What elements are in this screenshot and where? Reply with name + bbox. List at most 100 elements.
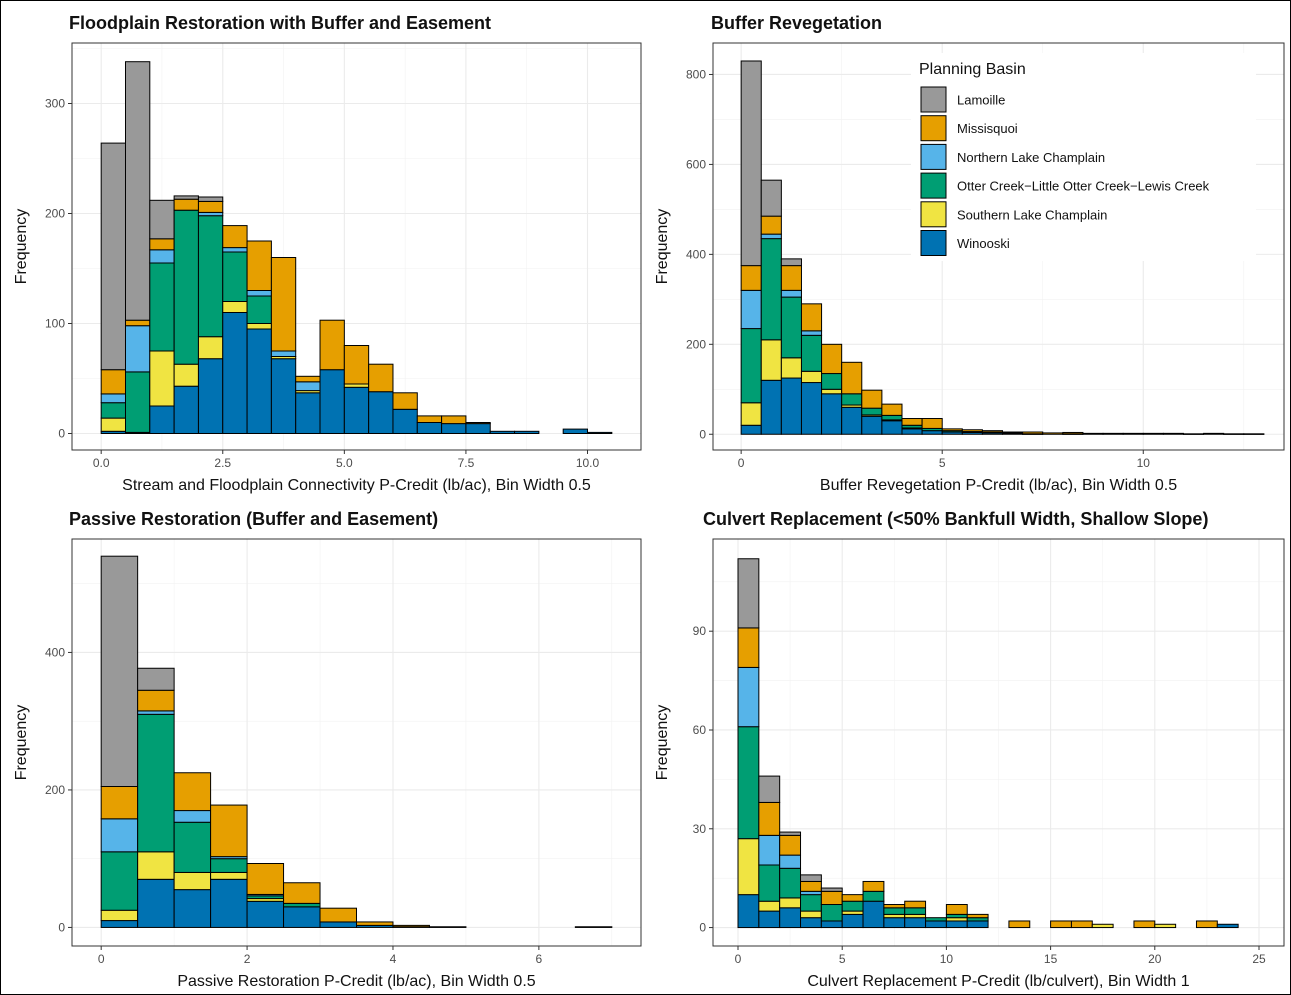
bar-segment-missisquoi <box>100 369 126 395</box>
bar-segment-winooski <box>574 926 613 928</box>
bar-segment-northern-lake-champlain <box>100 818 139 853</box>
legend-label: Lamoille <box>957 93 1005 108</box>
bar-segment-northern-lake-champlain <box>173 810 212 823</box>
bar-segment-missisquoi <box>881 403 903 416</box>
bar-segment-missisquoi <box>368 363 394 393</box>
y-tick-label: 90 <box>693 624 707 638</box>
y-axis-title: Frequency <box>654 705 671 781</box>
bar-segment-missisquoi <box>821 343 843 375</box>
legend-key-southern-lake-champlain <box>920 201 947 228</box>
bar-segment-southern-lake-champlain <box>246 323 272 330</box>
bar-segment-winooski <box>489 430 516 434</box>
bar-segment-otter-creek-little-otter-creek-lewis-creek <box>149 262 175 352</box>
bar-segment-winooski <box>428 926 467 928</box>
bar-segment-missisquoi <box>416 415 443 423</box>
bar-segment-lamoille <box>740 60 762 267</box>
bar-segment-otter-creek-little-otter-creek-lewis-creek <box>197 215 224 338</box>
bar-segment-missisquoi <box>343 345 370 385</box>
bar-segment-winooski <box>945 920 968 929</box>
panel-border <box>712 538 1285 947</box>
x-tick-label: 6 <box>536 952 543 966</box>
legend-label: Southern Lake Champlain <box>957 207 1107 222</box>
legend-label: Missisquoi <box>957 121 1018 136</box>
bar-segment-otter-creek-little-otter-creek-lewis-creek <box>246 295 272 324</box>
bar-segment-northern-lake-champlain <box>124 325 151 373</box>
bar-segment-missisquoi <box>1082 432 1104 435</box>
bar-segment-otter-creek-little-otter-creek-lewis-creek <box>883 907 906 915</box>
bar-segment-winooski <box>921 430 943 435</box>
legend-key-lamoille <box>920 86 947 113</box>
x-axis-title: Passive Restoration P-Credit (lb/ac), Bi… <box>177 973 535 990</box>
y-tick-label: 30 <box>693 822 707 836</box>
bar-segment-missisquoi <box>1008 920 1031 929</box>
bar-segment-missisquoi <box>1022 431 1044 435</box>
panel-title: Culvert Replacement (<50% Bankfull Width… <box>703 509 1208 529</box>
y-tick-label: 200 <box>45 783 65 797</box>
bar-segment-missisquoi <box>100 786 139 820</box>
bar-segment-missisquoi <box>270 257 297 352</box>
bar-segment-southern-lake-champlain <box>149 350 175 407</box>
bar-segment-missisquoi <box>861 389 883 409</box>
x-tick-label: 15 <box>1044 952 1058 966</box>
legend-label: Otter Creek−Little Otter Creek−Lewis Cre… <box>957 179 1210 194</box>
bar-segment-southern-lake-champlain <box>779 897 802 909</box>
bar-segment-winooski <box>862 900 885 929</box>
bar-segment-winooski <box>740 424 762 435</box>
bar-segment-otter-creek-little-otter-creek-lewis-creek <box>283 902 321 908</box>
bar-segment-winooski <box>800 382 823 435</box>
bar-segment-missisquoi <box>1102 432 1124 435</box>
bar-segment-winooski <box>881 420 903 435</box>
bar-segment-otter-creek-little-otter-creek-lewis-creek <box>210 858 248 873</box>
bar-segment-northern-lake-champlain <box>760 233 782 240</box>
bar-segment-missisquoi <box>800 880 822 892</box>
bar-segment-missisquoi <box>901 418 923 426</box>
bar-segment-missisquoi <box>1223 433 1245 435</box>
x-tick-label: 2 <box>244 952 251 966</box>
bar-segment-otter-creek-little-otter-creek-lewis-creek <box>904 907 927 915</box>
bar-segment-missisquoi <box>904 900 927 909</box>
bar-segment-missisquoi <box>149 238 175 251</box>
y-tick-label: 0 <box>699 921 706 935</box>
bar-segment-otter-creek-little-otter-creek-lewis-creek <box>173 821 212 873</box>
y-axis-title: Frequency <box>13 209 30 285</box>
bar-segment-southern-lake-champlain <box>758 900 781 912</box>
bar-segment-otter-creek-little-otter-creek-lewis-creek <box>800 334 823 372</box>
bar-segment-missisquoi <box>862 880 885 892</box>
bar-segment-missisquoi <box>800 303 823 332</box>
bar-segment-missisquoi <box>465 422 491 425</box>
y-tick-label: 60 <box>693 723 707 737</box>
y-tick-label: 0 <box>58 920 65 934</box>
panel-1: 0.0 2.5 5.0 7.5 10.0 0 100 200 300 Floodplain Res… <box>13 13 642 494</box>
panel-border <box>712 42 1285 451</box>
legend-label: Winooski <box>957 236 1010 251</box>
bar-segment-winooski <box>173 889 212 928</box>
bar-segment-missisquoi <box>921 418 943 429</box>
bar-segment-winooski <box>800 917 822 929</box>
bar-segment-northern-lake-champlain <box>295 381 321 392</box>
bar-segment-southern-lake-champlain <box>780 357 802 379</box>
bar-segment-otter-creek-little-otter-creek-lewis-creek <box>137 713 175 853</box>
bar-segment-lamoille <box>760 179 782 217</box>
bar-segment-northern-lake-champlain <box>100 393 126 404</box>
bar-segment-missisquoi <box>780 265 802 291</box>
bar-segment-missisquoi <box>1062 431 1084 435</box>
bar-segment-lamoille <box>173 195 199 200</box>
bar-segment-missisquoi <box>137 689 175 712</box>
bar-segment-missisquoi <box>392 392 418 410</box>
bar-segment-winooski <box>441 423 467 435</box>
bar-segment-winooski <box>137 878 175 928</box>
bar-segment-southern-lake-champlain <box>222 301 248 313</box>
bar-segment-northern-lake-champlain <box>740 289 762 330</box>
bar-segment-northern-lake-champlain <box>270 350 297 357</box>
bar-segment-otter-creek-little-otter-creek-lewis-creek <box>841 393 863 406</box>
legend-label: Northern Lake Champlain <box>957 150 1105 165</box>
bar-segment-missisquoi <box>283 882 321 904</box>
y-tick-label: 400 <box>45 645 65 659</box>
bar-segment-winooski <box>737 894 760 929</box>
bar-segment-missisquoi <box>1162 432 1184 435</box>
bar-segment-missisquoi <box>1203 432 1225 435</box>
bar-segment-southern-lake-champlain <box>173 871 212 891</box>
bar-segment-winooski <box>904 917 927 929</box>
bar-segment-otter-creek-little-otter-creek-lewis-creek <box>800 894 822 912</box>
